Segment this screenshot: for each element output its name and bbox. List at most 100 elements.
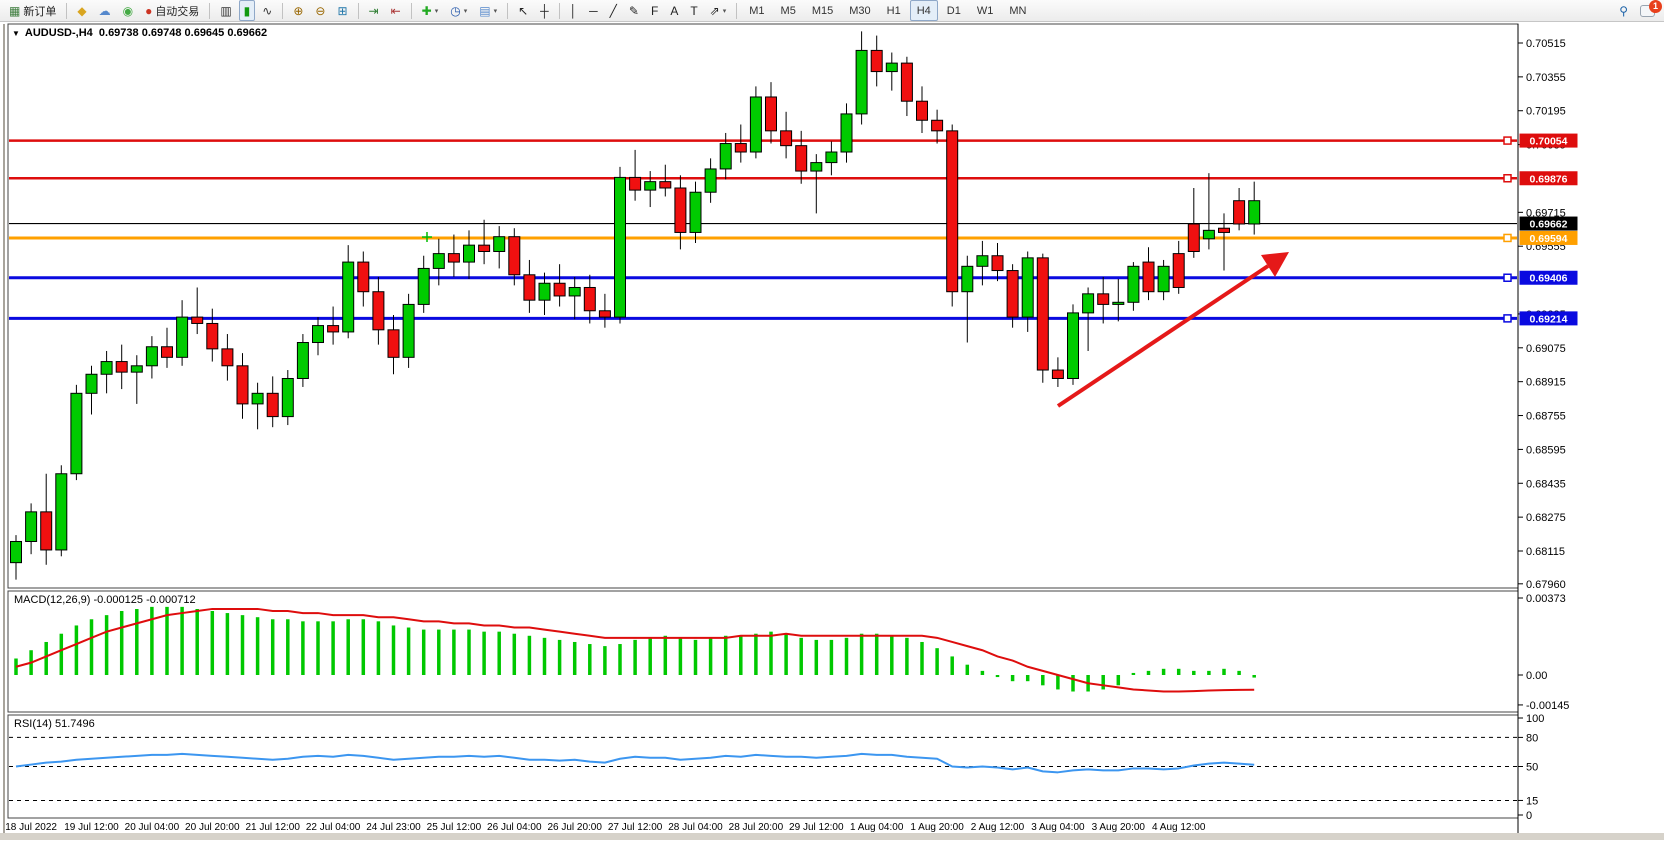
dropdown-caret-icon[interactable]: ▾ xyxy=(722,7,727,15)
candle-body xyxy=(1097,293,1110,305)
toolbar-button-label: W1 xyxy=(976,4,994,17)
level-handle[interactable] xyxy=(1503,314,1512,323)
candle-body xyxy=(900,62,913,102)
svg-text:0.70515: 0.70515 xyxy=(1526,38,1566,50)
price-badge xyxy=(1519,171,1578,186)
candle-body xyxy=(417,267,430,305)
arrows-button[interactable]: ⇗ ▾ xyxy=(705,0,732,21)
bar-chart-icon: ▥ xyxy=(220,3,232,18)
svg-text:0.68115: 0.68115 xyxy=(1526,546,1565,558)
fibonacci-button[interactable]: F xyxy=(646,0,663,21)
line-chart-button[interactable]: ∿ xyxy=(257,0,277,21)
zoom-out-button[interactable]: ⊖ xyxy=(310,0,330,21)
candle-body xyxy=(1233,200,1246,225)
candle-body xyxy=(1036,257,1049,371)
bar-chart-button[interactable]: ▥ xyxy=(215,0,236,21)
candle-body xyxy=(145,346,158,367)
candle-body xyxy=(568,286,581,297)
tf-d1-button[interactable]: D1 xyxy=(940,0,968,21)
svg-text:0.70054: 0.70054 xyxy=(1530,136,1568,148)
bricks-button[interactable]: ◆ xyxy=(72,0,91,21)
text-icon: A xyxy=(670,3,679,18)
zoom-in-button[interactable]: ⊕ xyxy=(288,0,308,21)
time-axis: 18 Jul 2022 19 Jul 12:00 20 Jul 04:00 20 Ju… xyxy=(5,822,1206,833)
dropdown-caret-icon[interactable]: ▾ xyxy=(434,7,439,15)
level-handle[interactable] xyxy=(1503,273,1512,282)
pane-borders xyxy=(0,23,1664,840)
tf-h4-button[interactable]: H4 xyxy=(909,0,938,21)
level-handle[interactable] xyxy=(1503,174,1512,183)
autotrading-button[interactable]: ● 自动交易 xyxy=(140,0,204,21)
templates-button[interactable]: ▤ ▾ xyxy=(474,0,502,21)
dropdown-caret-icon[interactable]: ▾ xyxy=(493,7,498,15)
dropdown-caret-icon[interactable]: ▾ xyxy=(463,7,468,15)
tf-m1-button[interactable]: M1 xyxy=(742,0,771,21)
toolbar-button-label: M5 xyxy=(780,4,796,17)
level-handle[interactable] xyxy=(1503,136,1512,145)
trend-arrow[interactable] xyxy=(1056,252,1289,408)
svg-text:21 Jul 12:00: 21 Jul 12:00 xyxy=(245,822,300,833)
auto-scroll-button[interactable]: ⇥ xyxy=(364,0,384,21)
trendline-button[interactable]: ╱ xyxy=(605,0,622,21)
order-marker-cross xyxy=(422,232,432,242)
candle-body xyxy=(327,325,340,333)
horizontal-levels[interactable] xyxy=(9,139,1517,320)
candle-body xyxy=(266,392,279,418)
symbol-dropdown-icon[interactable]: ▼ xyxy=(12,29,20,38)
text-label-button[interactable]: T xyxy=(685,0,702,21)
equidistant-channel-button[interactable]: ✎ xyxy=(624,0,644,21)
candle-body xyxy=(523,274,536,301)
macd-pane: 0.00373 0.00 -0.00145 xyxy=(14,593,1569,712)
publish-button[interactable]: ☁ xyxy=(94,0,116,21)
tf-mn-button[interactable]: MN xyxy=(1002,0,1033,21)
search-button[interactable]: ⚲ xyxy=(1614,0,1633,21)
svg-text:0.00: 0.00 xyxy=(1526,670,1547,682)
text-label-icon: T xyxy=(690,3,698,18)
tf-h1-button[interactable]: H1 xyxy=(880,0,908,21)
candle-body xyxy=(719,143,732,170)
tf-m15-button[interactable]: M15 xyxy=(805,0,840,21)
horizontal-line-button[interactable]: ─ xyxy=(584,0,603,21)
cursor-button[interactable]: ↖ xyxy=(513,0,533,21)
candle-body xyxy=(493,236,506,252)
ohlc-values: 0.69738 0.69748 0.69645 0.69662 xyxy=(98,27,268,39)
tile-windows-button[interactable]: ⊞ xyxy=(332,0,352,21)
text-button[interactable]: A xyxy=(665,0,683,21)
price-badge xyxy=(1519,270,1578,285)
vertical-line-button[interactable]: │ xyxy=(565,0,583,21)
candle-body xyxy=(583,286,596,312)
svg-text:1 Aug 04:00: 1 Aug 04:00 xyxy=(850,822,904,833)
vertical-line-icon: │ xyxy=(569,3,578,18)
candle-body xyxy=(478,244,491,252)
level-handle[interactable] xyxy=(1503,233,1512,243)
svg-text:0.68435: 0.68435 xyxy=(1526,478,1566,490)
notifications-button[interactable]: 1 xyxy=(1635,0,1662,21)
unread-count-badge: 1 xyxy=(1649,0,1662,13)
svg-text:0.68595: 0.68595 xyxy=(1526,444,1566,456)
candle-body xyxy=(961,265,974,293)
toolbar-button-label: M15 xyxy=(811,4,834,17)
periods-button[interactable]: ◷ ▾ xyxy=(445,0,472,21)
svg-text:0.69594: 0.69594 xyxy=(1530,233,1568,245)
candle-body xyxy=(55,473,68,551)
svg-text:50: 50 xyxy=(1526,762,1538,774)
zoom-in-icon: ⊕ xyxy=(293,3,304,18)
chart-canvas[interactable]: 0.705150.703550.701950.700350.697150.695… xyxy=(0,22,1664,840)
candlestick-chart-button[interactable]: ▮ xyxy=(238,0,256,21)
candle-body xyxy=(629,176,642,191)
cursor-icon: ↖ xyxy=(518,3,529,18)
tf-m5-button[interactable]: M5 xyxy=(774,0,803,21)
crosshair-button[interactable]: ┼ xyxy=(535,0,554,21)
tf-w1-button[interactable]: W1 xyxy=(970,0,1001,21)
new-order-button[interactable]: ▦ 新订单 xyxy=(4,0,61,21)
tile-windows-icon: ⊞ xyxy=(337,3,348,18)
toolbar-separator xyxy=(507,2,509,19)
toolbar-button-label: D1 xyxy=(946,4,961,17)
candle-body xyxy=(614,176,626,318)
signals-button[interactable]: ◉ xyxy=(118,0,138,21)
candle-body xyxy=(553,282,566,297)
candle-body xyxy=(795,145,808,172)
add-indicator-button[interactable]: ✚ ▾ xyxy=(417,0,444,21)
tf-m30-button[interactable]: M30 xyxy=(842,0,877,21)
chart-shift-button[interactable]: ⇤ xyxy=(386,0,406,21)
